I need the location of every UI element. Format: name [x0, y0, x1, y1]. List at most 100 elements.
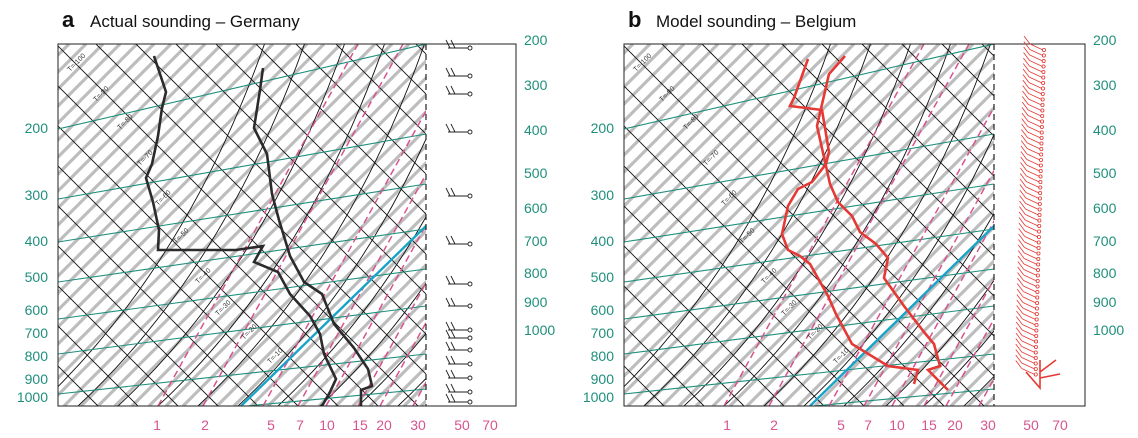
panel-b-wind-barb-flag-3	[1023, 52, 1030, 61]
panel-b-wind-barb-staff-33	[1024, 225, 1039, 232]
panel-a-left-label-300: 300	[25, 187, 49, 203]
panel-a-wind-barb-flag2-4	[450, 187, 456, 197]
panel-a-right-axis-labels: 200 300 400 500 600 700 800 900 1000	[524, 32, 555, 338]
panel-b-grid-line-9	[624, 44, 771, 192]
panel-b-adiabat-3	[723, 44, 951, 406]
panel-a-right-label-600: 600	[524, 200, 548, 216]
panel-b-grid-line-0	[254, 44, 616, 406]
panel-b-wind-barb-flag-39	[1017, 250, 1025, 259]
panel-a-bottom-label-30: 30	[410, 417, 426, 433]
panel-b-isotherm-line-18	[981, 44, 994, 57]
panel-a-wind-barb-14	[467, 399, 473, 405]
panel-b-isotherm-line-16	[901, 44, 994, 137]
panel-b-wind-barb-staff-18	[1027, 142, 1041, 150]
panel-b-wind-barb-flag-47	[1016, 294, 1024, 303]
panel-b-wind-barb-flag-35	[1018, 228, 1026, 237]
panel-b-wind-barb-flag-41	[1017, 261, 1025, 270]
panel-a-right-label-700: 700	[524, 233, 548, 249]
panel-a-wind-barb-9	[467, 335, 473, 341]
panel-a-left-label-200: 200	[25, 120, 49, 136]
panel-a-pressure-line-2	[58, 305, 426, 355]
panel-a-left-label-600: 600	[25, 302, 49, 318]
panel-b-wind-barb-flag-6	[1022, 68, 1030, 78]
panel-b-right-label-700: 700	[1093, 233, 1117, 249]
panel-b-wind-barb-staff-0	[1029, 43, 1044, 51]
panel-b-mixing-line-5	[923, 277, 994, 406]
panel-a-adiabat-7	[319, 282, 426, 406]
panel-b-adiabat-0	[624, 44, 831, 388]
panel-a-right-label-1000: 1000	[524, 322, 555, 338]
panel-b-wind-barb-staff-37	[1024, 247, 1038, 254]
panel-a-bottom-label-1: 1	[153, 417, 161, 433]
panel-b-grid-line-14	[624, 44, 856, 277]
panel-a-adiabat-2	[117, 44, 345, 406]
panel-b-isotherm-line-0	[624, 405, 625, 406]
panel-b-isotherm-line-10	[661, 44, 994, 377]
panel-b-adiabat-1	[643, 44, 871, 406]
panel-b-wind-barb-staff-12	[1028, 109, 1042, 117]
panel-a-grid-line-4	[58, 44, 122, 109]
panel-a-left-axis-labels: 200 300 400 500 600 700 800 900 1000	[17, 120, 48, 405]
panel-b-grid-line-15	[624, 44, 873, 294]
panel-a-wind-barb-13	[467, 389, 473, 395]
panel-b-wind-barb-flag-5	[1022, 63, 1030, 72]
panel-b-wind-barb-staff-10	[1028, 98, 1042, 106]
panel-b-wind-barb-flag-54	[1015, 332, 1023, 342]
panel-a-grid-line-24	[96, 75, 426, 406]
panel-b-wind-barb-flag-2	[1023, 46, 1031, 56]
panel-a-grid-line-8	[58, 44, 190, 177]
panel-b-wind-barb-staff-39	[1023, 258, 1038, 265]
panel-a-grid-line-12	[58, 44, 258, 245]
panel-b-wind-barb-flag-21	[1020, 151, 1028, 160]
panel-b-wind-barb-flag-56	[1015, 343, 1023, 353]
panel-a-grid-line-15	[58, 44, 309, 296]
panel-b-pressure-line-7	[624, 44, 994, 130]
panel-b-bottom-label-15: 15	[921, 417, 937, 433]
panel-b-grid-line-51	[1121, 44, 1138, 406]
panel-a-grid-line-38	[334, 313, 426, 406]
panel-b-wind-barb-flag-48	[1016, 299, 1024, 309]
panel-b-adiabat-2	[683, 44, 911, 406]
panel-b-wind-barb-staff-35	[1024, 236, 1038, 243]
panel-b-bottom-label-7: 7	[864, 417, 872, 433]
panel-b-wind-barb-flag-22	[1020, 156, 1028, 166]
panel-a-bottom-label-20: 20	[376, 417, 392, 433]
panel-b-wind-barb-staff-3	[1029, 60, 1043, 67]
panel-b-wind-barb-staff-30	[1025, 208, 1039, 216]
panel-a-grid-line-27	[147, 126, 426, 406]
panel-b-pressure-line-6	[624, 133, 994, 200]
panel-b-bottom-label-5: 5	[837, 417, 845, 433]
panel-b-wind-barb-staff-4	[1029, 65, 1043, 73]
panel-b-wind-barb-staff-2	[1029, 54, 1043, 62]
panel-a-wind-barb-4	[467, 193, 473, 199]
panel-a-grid-line-21	[58, 44, 411, 398]
panel-a-mixing-line-7	[412, 380, 426, 406]
panel-b-wind-barb-staff-24	[1026, 175, 1040, 183]
panel-a-wind-barb-flag2-3	[450, 123, 456, 133]
panel-b-left-label-1000: 1000	[583, 389, 614, 405]
panel-b-isotherm-label-2: T=-80	[682, 113, 700, 131]
panel-a-bottom-label-15: 15	[352, 417, 368, 433]
panel-a-mixing-line-6	[379, 321, 426, 406]
panel-b-isotherm-line-3	[624, 285, 745, 406]
panel-a-right-label-500: 500	[524, 165, 548, 181]
panel-a-right-label-200: 200	[524, 32, 548, 48]
panel-a-pressure-line-5	[58, 183, 426, 243]
panel-a-isotherm-line-11	[135, 44, 426, 335]
panel-b-wind-barb-staff-20	[1026, 153, 1041, 161]
panel-b-pressure-line-0	[808, 388, 994, 406]
panel-a-mixing-line-3	[297, 172, 426, 406]
panel-a-left-label-1000: 1000	[17, 389, 48, 405]
panel-b-wind-barb-flag-30	[1019, 200, 1026, 210]
panel-b-wind-barb-flag-32	[1018, 211, 1026, 221]
panel-a-wind-barb-flag-6	[445, 275, 451, 285]
panel-b-wind-barb-flag-11	[1022, 96, 1029, 105]
panel-a-wind-barb-flag2-10	[450, 341, 456, 351]
panel-b-wind-barb-flag-45	[1016, 283, 1024, 292]
panel-b-wind-barb-flag-40	[1017, 255, 1025, 265]
panel-b-bottom-label-10: 10	[889, 417, 905, 433]
panel-b-wind-barb-flag-24	[1020, 167, 1027, 177]
panel-b-mixing-line-3	[863, 169, 994, 406]
panel-b-wind-barb-flag-12	[1021, 101, 1029, 111]
panel-a-grid-line-13	[58, 44, 275, 262]
